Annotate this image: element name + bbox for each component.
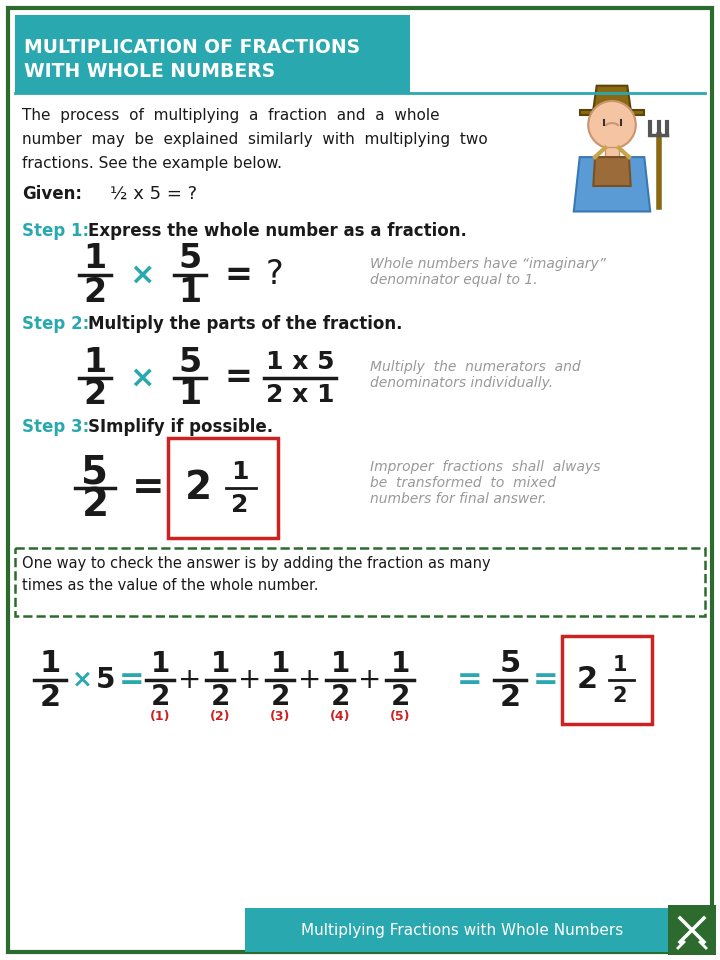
Text: 1: 1 [84, 346, 107, 378]
Circle shape [588, 101, 636, 149]
Text: ½ x 5 = ?: ½ x 5 = ? [110, 185, 197, 203]
Text: 2: 2 [613, 686, 627, 706]
Text: WITH WHOLE NUMBERS: WITH WHOLE NUMBERS [24, 62, 275, 81]
Text: (4): (4) [330, 710, 350, 723]
Text: +: + [179, 666, 202, 694]
Polygon shape [593, 157, 631, 186]
Text: =: = [224, 258, 252, 292]
Text: =: = [457, 665, 483, 694]
Text: denominator equal to 1.: denominator equal to 1. [370, 273, 538, 287]
Text: (3): (3) [270, 710, 290, 723]
Text: 2: 2 [184, 469, 212, 507]
Text: Given:: Given: [22, 185, 82, 203]
Text: (5): (5) [390, 710, 410, 723]
Text: Step 2:: Step 2: [22, 315, 95, 333]
Text: Step 3:: Step 3: [22, 418, 95, 436]
Text: numbers for final answer.: numbers for final answer. [370, 492, 546, 506]
Text: 2 x 1: 2 x 1 [266, 383, 334, 407]
Bar [606, 147, 618, 157]
Text: =: = [132, 469, 164, 507]
Text: 1: 1 [231, 460, 248, 484]
Bar [15, 15, 410, 93]
FancyBboxPatch shape [8, 8, 712, 952]
Text: (2): (2) [210, 710, 230, 723]
Text: 1: 1 [150, 650, 170, 678]
Text: be  transformed  to  mixed: be transformed to mixed [370, 476, 556, 490]
Text: Step 1:: Step 1: [22, 222, 95, 240]
Text: 5: 5 [179, 346, 202, 378]
Text: fractions. See the example below.: fractions. See the example below. [22, 156, 282, 171]
Text: Whole numbers have “imaginary”: Whole numbers have “imaginary” [370, 257, 606, 271]
Text: The  process  of  multiplying  a  fraction  and  a  whole: The process of multiplying a fraction an… [22, 108, 440, 123]
Text: ?: ? [266, 258, 284, 292]
Text: =: = [224, 362, 252, 395]
Text: 1: 1 [40, 650, 60, 679]
Text: ×: × [130, 364, 155, 393]
Text: 2: 2 [81, 486, 109, 524]
Text: +: + [238, 666, 261, 694]
Text: 1: 1 [271, 650, 289, 678]
Text: =: = [534, 665, 559, 694]
Text: 1: 1 [613, 655, 627, 675]
Text: 1: 1 [179, 276, 202, 308]
Text: 2: 2 [150, 683, 170, 711]
Text: 5: 5 [81, 453, 109, 491]
Text: 5: 5 [96, 666, 116, 694]
Bar [168, 438, 278, 538]
Text: MULTIPLICATION OF FRACTIONS: MULTIPLICATION OF FRACTIONS [24, 38, 360, 57]
Text: =: = [120, 665, 145, 694]
Polygon shape [593, 85, 631, 109]
Text: 2: 2 [210, 683, 230, 711]
Text: +: + [298, 666, 322, 694]
Text: ×: × [130, 260, 155, 290]
Polygon shape [580, 109, 644, 114]
Text: 2: 2 [40, 683, 60, 711]
Text: 5: 5 [500, 650, 521, 679]
Text: Express the whole number as a fraction.: Express the whole number as a fraction. [88, 222, 467, 240]
Text: number  may  be  explained  similarly  with  multiplying  two: number may be explained similarly with m… [22, 132, 487, 147]
Polygon shape [574, 157, 650, 211]
Bar [245, 908, 705, 952]
Text: 2: 2 [270, 683, 289, 711]
Text: (1): (1) [150, 710, 170, 723]
Text: denominators individually.: denominators individually. [370, 376, 553, 390]
Text: 2: 2 [84, 378, 107, 412]
Text: ×: × [71, 668, 92, 692]
Text: +: + [359, 666, 382, 694]
Text: 2: 2 [577, 665, 598, 694]
Text: 5: 5 [179, 243, 202, 276]
Text: 2: 2 [84, 276, 107, 308]
Bar [668, 905, 716, 955]
FancyBboxPatch shape [15, 548, 705, 616]
Text: Multiply the parts of the fraction.: Multiply the parts of the fraction. [88, 315, 402, 333]
Text: Multiply  the  numerators  and: Multiply the numerators and [370, 360, 580, 374]
Text: Multiplying Fractions with Whole Numbers: Multiplying Fractions with Whole Numbers [301, 923, 623, 938]
Bar [562, 636, 652, 724]
Text: 2: 2 [500, 683, 521, 711]
Text: 1: 1 [179, 378, 202, 412]
Text: 1: 1 [330, 650, 350, 678]
Text: 1: 1 [390, 650, 410, 678]
Text: 1: 1 [210, 650, 230, 678]
Text: Improper  fractions  shall  always: Improper fractions shall always [370, 460, 600, 474]
Text: 1: 1 [84, 243, 107, 276]
Text: times as the value of the whole number.: times as the value of the whole number. [22, 578, 318, 593]
Text: 2: 2 [231, 493, 248, 517]
Text: 2: 2 [390, 683, 410, 711]
Text: One way to check the answer is by adding the fraction as many: One way to check the answer is by adding… [22, 556, 490, 571]
Text: 2: 2 [330, 683, 350, 711]
Text: SImplify if possible.: SImplify if possible. [88, 418, 273, 436]
Text: 1 x 5: 1 x 5 [266, 350, 334, 374]
